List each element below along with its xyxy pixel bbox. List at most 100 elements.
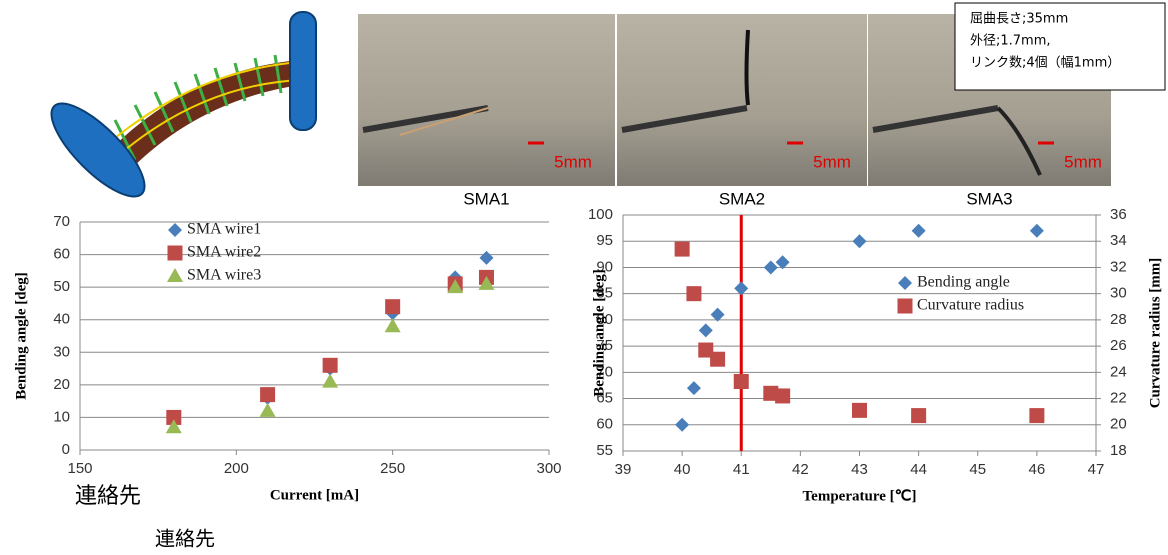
y-tick-label: 95 <box>596 232 613 249</box>
y-tick-label: 30 <box>53 343 70 360</box>
marker-triangle <box>322 373 339 388</box>
legend-marker <box>167 268 183 282</box>
marker-diamond <box>763 260 778 275</box>
x-tick-label: 47 <box>1088 461 1105 478</box>
marker-square <box>710 351 726 367</box>
marker-square <box>674 241 690 257</box>
marker-diamond <box>734 281 749 296</box>
y-tick-label: 80 <box>596 311 613 328</box>
info-line: 外径;1.7mm, <box>970 34 1051 49</box>
y2-tick-label: 34 <box>1110 232 1127 249</box>
marker-square <box>166 409 182 425</box>
marker-square <box>775 388 791 404</box>
x-tick-label: 45 <box>969 461 986 478</box>
y2-tick-label: 18 <box>1110 442 1127 459</box>
marker-diamond <box>775 255 790 270</box>
x-tick-label: 39 <box>615 461 632 478</box>
photo-label: SMA3 <box>966 189 1012 208</box>
y-tick-label: 65 <box>596 390 613 407</box>
x-tick-label: 250 <box>380 460 405 477</box>
y-tick-label: 60 <box>53 246 70 263</box>
y2-tick-label: 32 <box>1110 258 1127 275</box>
legend-marker <box>897 298 913 314</box>
y-axis-title: Bending angle [deg] <box>13 272 29 400</box>
y-tick-label: 55 <box>596 442 613 459</box>
marker-triangle <box>447 279 464 294</box>
legend-label: Bending angle <box>917 274 1010 291</box>
x-axis-title: Temperature [℃] <box>803 488 917 504</box>
x-tick-label: 46 <box>1029 461 1046 478</box>
x-tick-label: 44 <box>910 461 927 478</box>
wire <box>399 107 489 136</box>
y-tick-label: 40 <box>53 311 70 328</box>
y2-axis-title: Curvature radius [mm] <box>1147 258 1163 409</box>
x-tick-label: 41 <box>733 461 750 478</box>
legend-label: SMA wire2 <box>187 244 261 261</box>
scale-label: 5mm <box>554 152 592 171</box>
marker-square <box>260 387 276 403</box>
marker-diamond <box>852 234 867 249</box>
contact: 連絡先 <box>75 484 141 509</box>
y2-tick-label: 26 <box>1110 337 1127 354</box>
photo-label: SMA1 <box>463 189 509 208</box>
tweezer <box>621 105 748 133</box>
marker-square <box>322 357 338 373</box>
tweezer <box>872 105 999 133</box>
marker-diamond <box>710 307 725 322</box>
info-box <box>954 2 1166 91</box>
x-tick-label: 300 <box>536 460 561 477</box>
tweezer <box>362 105 489 133</box>
y2-tick-label: 22 <box>1110 390 1127 407</box>
marker-triangle <box>259 402 276 417</box>
marker-square <box>911 408 927 424</box>
x-tick-label: 200 <box>224 460 249 477</box>
marker-triangle <box>384 318 401 333</box>
marker-diamond <box>675 417 690 432</box>
device-illustration <box>50 11 317 198</box>
marker-triangle <box>478 275 495 290</box>
photo-label: SMA2 <box>719 189 765 208</box>
y-tick-label: 0 <box>62 441 70 458</box>
y-tick-label: 70 <box>53 213 70 230</box>
info-line: 屈曲長さ;35mm <box>970 12 1068 27</box>
marker-square <box>733 374 749 390</box>
marker-diamond <box>479 250 494 265</box>
contact: 連絡先 <box>155 527 215 551</box>
legend-marker <box>168 223 182 237</box>
marker-square <box>1029 408 1045 424</box>
y-tick-label: 60 <box>596 416 613 433</box>
legend-label: Curvature radius <box>917 297 1024 314</box>
y-tick-label: 20 <box>53 376 70 393</box>
info-line: リンク数;4個（幅1mm） <box>970 56 1120 71</box>
x-axis-title: Current [mA] <box>270 487 359 503</box>
y-tick-label: 90 <box>596 258 613 275</box>
scale-label: 5mm <box>1064 152 1102 171</box>
marker-square <box>763 385 779 401</box>
y2-tick-label: 20 <box>1110 416 1127 433</box>
y2-tick-label: 36 <box>1110 206 1127 223</box>
legend-marker <box>898 276 912 290</box>
marker-diamond <box>686 381 701 396</box>
marker-triangle <box>165 419 182 434</box>
marker-square <box>686 286 702 302</box>
y-tick-label: 85 <box>596 285 613 302</box>
y-tick-label: 75 <box>596 337 613 354</box>
y-axis-title: Bending angle [deg] <box>591 269 607 397</box>
marker-square <box>698 342 714 358</box>
legend-marker <box>167 245 183 261</box>
photo <box>358 14 615 186</box>
y-tick-label: 10 <box>53 408 70 425</box>
y-tick-label: 100 <box>588 206 613 223</box>
x-tick-label: 43 <box>851 461 868 478</box>
scale-label: 5mm <box>813 152 851 171</box>
legend-label: SMA wire1 <box>187 221 261 238</box>
y2-tick-label: 28 <box>1110 311 1127 328</box>
y2-tick-label: 24 <box>1110 363 1127 380</box>
marker-square <box>852 402 867 418</box>
x-tick-label: 150 <box>67 460 92 477</box>
x-tick-label: 42 <box>792 461 809 478</box>
legend-label: SMA wire3 <box>187 267 261 284</box>
wire <box>996 106 1042 176</box>
